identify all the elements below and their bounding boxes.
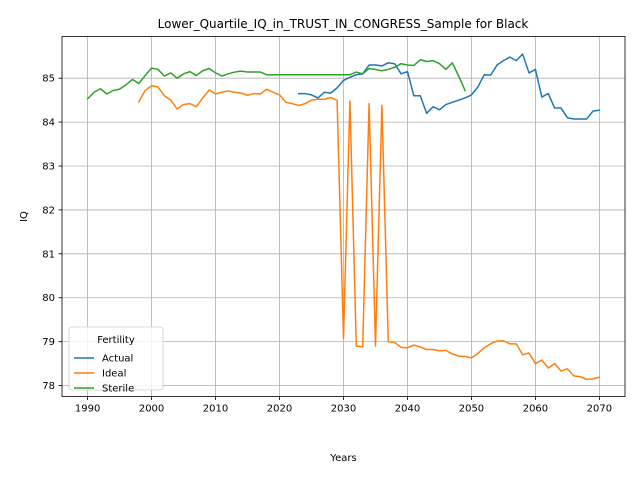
y-tick-label: 83 [42, 162, 55, 173]
y-tick-label: 81 [42, 249, 55, 260]
series-lines [86, 53, 601, 381]
legend-entry-actual: Actual [102, 354, 133, 365]
y-tick-label: 78 [42, 381, 55, 392]
x-tick-label: 2000 [139, 404, 164, 415]
x-tick-label: 2070 [587, 404, 612, 415]
x-tick-label: 2040 [395, 404, 420, 415]
y-axis-ticks: 78 79 80 81 82 83 84 85 [42, 74, 62, 392]
y-axis-label: IQ [19, 211, 30, 222]
x-tick-label: 2010 [203, 404, 228, 415]
x-tick-label: 2060 [523, 404, 548, 415]
legend-box [68, 326, 164, 391]
legend-entry-ideal: Ideal [102, 369, 126, 380]
series-line-actual [297, 53, 601, 120]
legend-title: Fertility [97, 335, 135, 346]
x-tick-label: 2050 [459, 404, 484, 415]
y-tick-label: 79 [42, 337, 55, 348]
series-line-ideal [137, 84, 601, 381]
grid [62, 36, 625, 397]
y-tick-label: 85 [42, 74, 55, 85]
legend-entry-sterile: Sterile [102, 384, 134, 395]
x-tick-label: 2030 [331, 404, 356, 415]
y-tick-label: 82 [42, 205, 55, 216]
chart-title: Lower_Quartile_IQ_in_TRUST_IN_CONGRESS_S… [158, 17, 529, 31]
legend: Fertility Actual Ideal Sterile [68, 326, 164, 395]
x-tick-label: 2020 [267, 404, 292, 415]
y-tick-label: 80 [42, 293, 55, 304]
y-tick-label: 84 [42, 118, 55, 129]
series-line-sterile [86, 59, 467, 100]
x-axis-label: Years [329, 453, 356, 464]
x-axis-ticks: 1990 2000 2010 2020 2030 2040 2050 2060 2070 [75, 396, 612, 415]
x-tick-label: 1990 [75, 404, 100, 415]
